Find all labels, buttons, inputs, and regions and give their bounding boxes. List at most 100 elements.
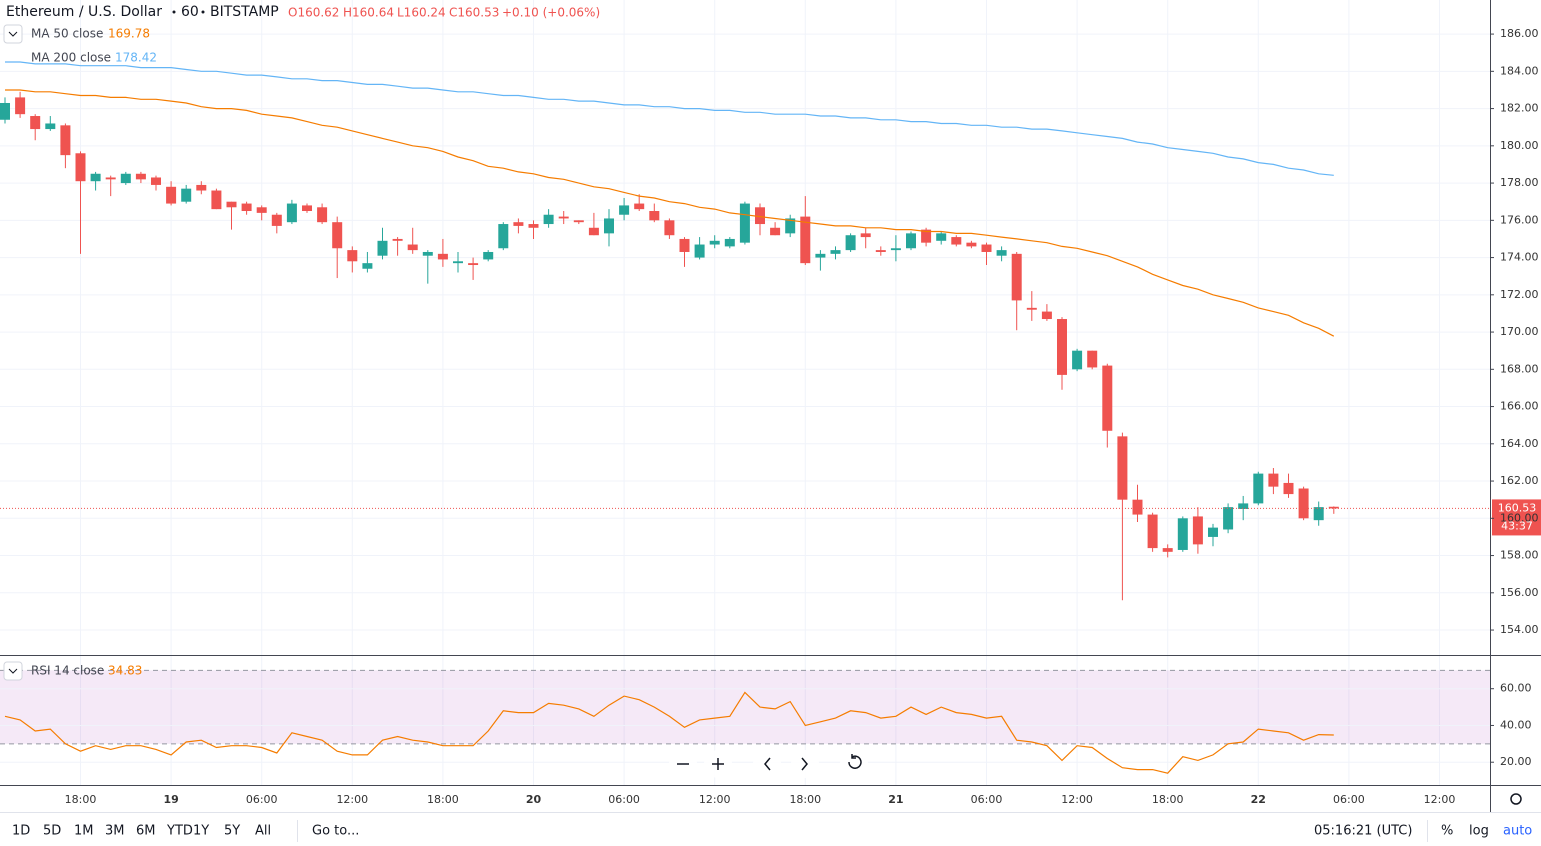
candle-body bbox=[377, 240, 388, 256]
candle-body bbox=[498, 224, 509, 249]
candle-body bbox=[1313, 507, 1324, 521]
range-button[interactable]: 1M bbox=[74, 824, 94, 839]
symbol: Ethereum / U.S. Dollar bbox=[6, 4, 162, 20]
price-label: 160.53 43:37 bbox=[1492, 499, 1541, 536]
range-button[interactable]: 5Y bbox=[224, 824, 240, 839]
candle-body bbox=[1011, 253, 1022, 301]
legend-toggle[interactable] bbox=[3, 661, 23, 681]
candle-body bbox=[75, 153, 86, 182]
y-tick-label: 182.00 bbox=[1500, 102, 1539, 115]
rsi-line bbox=[4, 691, 1334, 774]
range-button[interactable]: All bbox=[255, 824, 271, 839]
candle-body bbox=[483, 251, 494, 260]
bar-countdown: 43:37 bbox=[1501, 519, 1533, 532]
candle-body bbox=[90, 173, 101, 182]
candle-body bbox=[694, 244, 705, 258]
range-button[interactable]: 5D bbox=[43, 824, 61, 839]
candle-body bbox=[604, 218, 614, 234]
candle-body bbox=[513, 222, 524, 226]
y-tick-label: 40.00 bbox=[1500, 718, 1532, 731]
candle-body bbox=[1087, 350, 1098, 368]
x-tick-label: 19 bbox=[163, 793, 178, 806]
candle-body bbox=[437, 253, 448, 260]
right-icon bbox=[801, 757, 808, 771]
candle-body bbox=[1223, 507, 1234, 530]
y-tick-label: 20.00 bbox=[1500, 755, 1532, 768]
candle-body bbox=[317, 207, 328, 223]
y-tick-label: 60.00 bbox=[1500, 682, 1532, 695]
candle-body bbox=[105, 177, 116, 180]
candle-body bbox=[664, 220, 675, 236]
grid bbox=[0, 0, 1490, 785]
legend-toggle[interactable] bbox=[3, 24, 23, 44]
reset-button[interactable] bbox=[840, 750, 868, 778]
scroll-left-button[interactable] bbox=[753, 750, 781, 778]
range-button[interactable]: 3M bbox=[105, 824, 125, 839]
x-tick-label: 18:00 bbox=[1152, 793, 1184, 806]
y-tick-label: 176.00 bbox=[1500, 213, 1539, 226]
candle-body bbox=[906, 233, 916, 249]
range-button[interactable]: YTD bbox=[166, 824, 193, 839]
range-button[interactable]: 6M bbox=[136, 824, 156, 839]
range-button[interactable]: 1Y bbox=[193, 824, 209, 839]
candle-body bbox=[1057, 319, 1067, 375]
candle-body bbox=[1117, 436, 1128, 500]
candle-body bbox=[1177, 518, 1188, 550]
candle-body bbox=[981, 244, 992, 252]
legend-label: MA 200 close bbox=[31, 51, 111, 65]
x-tick-label: 18:00 bbox=[65, 793, 97, 806]
scroll-right-button[interactable] bbox=[791, 750, 819, 778]
candle-body bbox=[588, 227, 599, 236]
candle-body bbox=[528, 224, 539, 228]
candle-body bbox=[468, 263, 479, 266]
candle-body bbox=[1147, 514, 1158, 549]
clock: 05:16:21 (UTC) bbox=[1314, 824, 1412, 839]
x-tick-label: 06:00 bbox=[246, 793, 278, 806]
candle-body bbox=[755, 207, 765, 225]
candle-body bbox=[845, 235, 856, 251]
ohlc-change: +0.10 (+0.06%) bbox=[502, 6, 600, 20]
go-to-button[interactable]: Go to... bbox=[312, 824, 359, 839]
candle-body bbox=[709, 240, 720, 245]
navigation-controls bbox=[669, 750, 868, 778]
x-tick-label: 18:00 bbox=[789, 793, 821, 806]
log-toggle[interactable]: log bbox=[1469, 824, 1489, 839]
y-tick-label: 154.00 bbox=[1500, 623, 1539, 636]
chevron-icon bbox=[8, 668, 18, 674]
candle-body bbox=[1102, 365, 1113, 431]
candle-body bbox=[1268, 473, 1279, 487]
candle-body bbox=[770, 227, 781, 236]
candle-body bbox=[1328, 506, 1339, 509]
x-tick-label: 20 bbox=[526, 793, 542, 806]
candle-body bbox=[890, 248, 901, 251]
candle-body bbox=[60, 125, 71, 156]
x-tick-label: 18:00 bbox=[427, 793, 459, 806]
settings-button[interactable] bbox=[1510, 793, 1522, 805]
y-tick-label: 168.00 bbox=[1500, 362, 1539, 375]
legend-value: 178.42 bbox=[115, 51, 157, 65]
exchange: BITSTAMP bbox=[210, 4, 279, 20]
candle-body bbox=[1192, 516, 1203, 545]
y-tick-label: 158.00 bbox=[1500, 549, 1539, 562]
candle-body bbox=[1162, 548, 1173, 552]
candle-body bbox=[120, 173, 131, 184]
candle-body bbox=[815, 253, 826, 258]
y-tick-label: 156.00 bbox=[1500, 586, 1539, 599]
auto-toggle[interactable]: auto bbox=[1503, 824, 1532, 839]
range-button[interactable]: 1D bbox=[12, 824, 30, 839]
candle-body bbox=[347, 250, 358, 262]
x-tick-label: 06:00 bbox=[608, 793, 640, 806]
candle-body bbox=[166, 186, 177, 204]
x-tick-label: 12:00 bbox=[1061, 793, 1093, 806]
rsi-band bbox=[0, 670, 1490, 744]
reset-icon bbox=[848, 754, 862, 769]
percent-toggle[interactable]: % bbox=[1441, 824, 1453, 839]
candle-body bbox=[196, 184, 207, 191]
candle-body bbox=[332, 222, 343, 249]
candle-body bbox=[1208, 527, 1218, 537]
x-tick-label: 12:00 bbox=[336, 793, 368, 806]
candle-body bbox=[936, 233, 947, 241]
candle-body bbox=[830, 250, 841, 254]
price-label-box bbox=[1492, 499, 1541, 536]
